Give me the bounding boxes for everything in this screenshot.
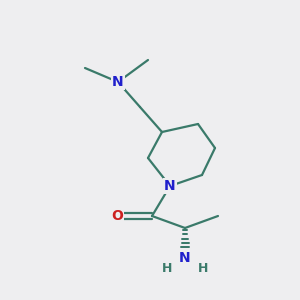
Text: N: N [164, 179, 176, 193]
Text: H: H [198, 262, 208, 275]
Text: O: O [111, 209, 123, 223]
Text: N: N [179, 251, 191, 265]
Text: N: N [112, 75, 124, 89]
Text: H: H [162, 262, 172, 275]
